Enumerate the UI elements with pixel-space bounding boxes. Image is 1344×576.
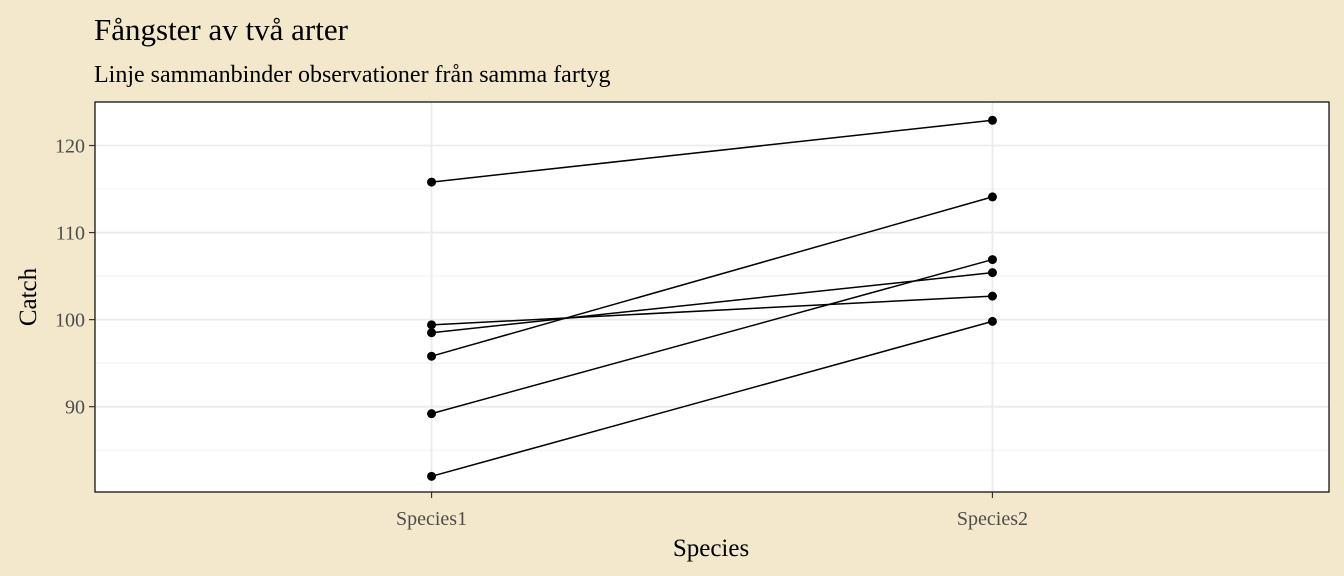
series-line: [431, 295, 993, 326]
series-line: [431, 196, 993, 357]
series-line: [431, 271, 993, 334]
x-axis: Species1 Species2: [396, 492, 1028, 530]
y-tick-label: 120: [55, 136, 85, 158]
x-tick-label: Species2: [957, 508, 1028, 530]
data-point: [427, 177, 437, 187]
data-point: [987, 115, 997, 125]
y-tick-label: 100: [55, 310, 85, 332]
y-tick-label: 110: [56, 223, 85, 245]
series-line: [431, 119, 993, 183]
data-point: [987, 316, 997, 326]
series-line: [431, 258, 993, 415]
plot-panel: [95, 102, 1329, 492]
x-axis-title: Species: [673, 535, 749, 562]
plot-border: [94, 101, 1330, 493]
x-tick-label: Species1: [396, 508, 467, 530]
data-point: [427, 328, 437, 338]
data-point: [427, 409, 437, 419]
y-tick-label: 90: [65, 397, 85, 419]
data-point: [987, 268, 997, 278]
y-axis-title: Catch: [15, 267, 42, 326]
series-layer: [431, 119, 993, 478]
y-axis: 90 100 110 120: [55, 136, 95, 419]
data-point: [427, 471, 437, 481]
data-point: [427, 351, 437, 361]
data-point: [427, 320, 437, 330]
data-point: [987, 255, 997, 265]
series-line: [431, 320, 993, 478]
data-point: [987, 291, 997, 301]
data-point: [987, 192, 997, 202]
chart-subtitle: Linje sammanbinder observationer från sa…: [94, 62, 610, 88]
chart-title: Fångster av två arter: [94, 12, 349, 47]
points-layer: [427, 115, 997, 481]
